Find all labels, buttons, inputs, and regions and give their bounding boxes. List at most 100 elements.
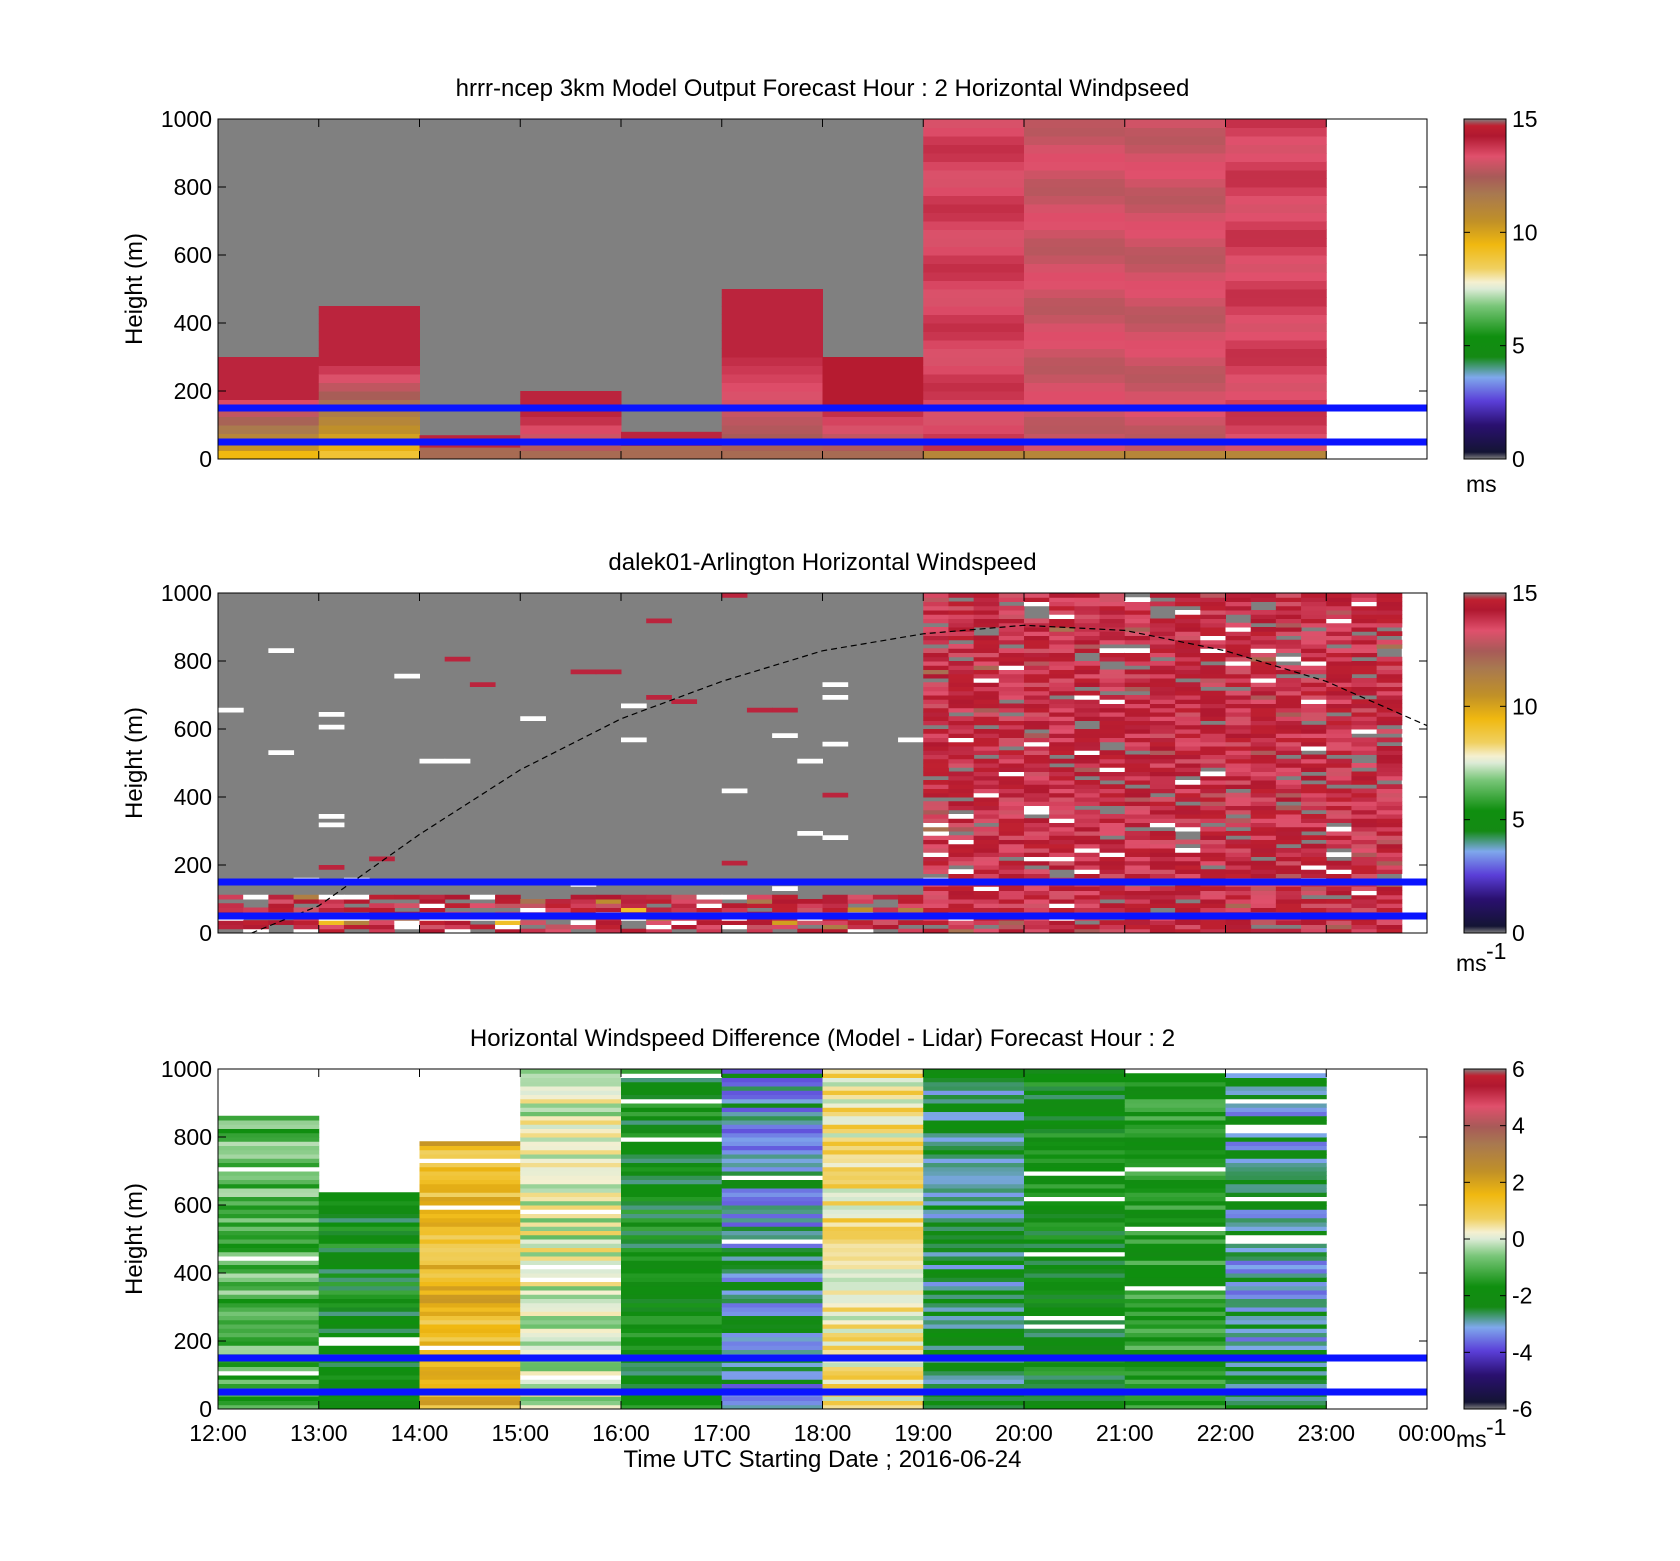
heatmap-cell — [1149, 869, 1176, 874]
heatmap-cell — [1024, 1273, 1126, 1278]
heatmap-cell — [1175, 852, 1201, 857]
heatmap-cell — [495, 899, 521, 904]
heatmap-cell — [721, 1268, 823, 1274]
heatmap-cell — [621, 1264, 723, 1270]
heatmap-cell — [1351, 843, 1378, 849]
heatmap-cell — [218, 1332, 320, 1338]
heatmap-cell — [973, 678, 1000, 683]
heatmap-cell — [1275, 758, 1302, 764]
heatmap-cell — [1225, 1302, 1327, 1308]
heatmap-cell — [1225, 1311, 1327, 1316]
heatmap-cell — [923, 631, 949, 636]
heatmap-cell — [419, 1196, 521, 1202]
heatmap-cell — [419, 1290, 521, 1295]
heatmap-cell — [1225, 1285, 1327, 1291]
heatmap-cell — [1376, 665, 1403, 670]
heatmap-cell — [1301, 797, 1327, 802]
heatmap-cell — [1250, 839, 1277, 845]
heatmap-cell — [1225, 212, 1327, 222]
heatmap-cell — [1124, 835, 1151, 840]
heatmap-cell — [1326, 920, 1352, 925]
heatmap-cell — [1275, 737, 1302, 743]
heatmap-cell — [621, 1200, 723, 1206]
heatmap-cell — [1225, 391, 1327, 400]
heatmap-cell — [1074, 699, 1101, 704]
heatmap-cell — [847, 924, 874, 930]
heatmap-cell — [923, 907, 949, 913]
heatmap-cell — [1275, 797, 1302, 802]
heatmap-cell — [1351, 792, 1378, 798]
heatmap-cell — [218, 1345, 320, 1350]
heatmap-cell — [621, 1341, 723, 1346]
heatmap-cell — [1175, 627, 1201, 632]
heatmap-cell — [1326, 792, 1352, 798]
heatmap-cell — [1250, 669, 1277, 675]
heatmap-cell — [1024, 1069, 1126, 1074]
heatmap-cell — [1225, 280, 1327, 290]
heatmap-cell — [520, 1111, 622, 1117]
heatmap-cell — [444, 928, 471, 934]
heatmap-cell — [1225, 797, 1252, 802]
heatmap-cell — [1124, 1086, 1226, 1091]
heatmap-cell — [1049, 899, 1075, 904]
heatmap-cell — [1225, 605, 1252, 611]
heatmap-cell — [1024, 792, 1050, 798]
panel-2: dalek01-Arlington Horizontal WindspeedHe… — [121, 549, 1538, 976]
heatmap-cell — [1250, 673, 1277, 679]
heatmap-cell — [923, 758, 949, 764]
heatmap-cell — [1124, 928, 1151, 934]
heatmap-cell — [419, 920, 446, 925]
heatmap-cell — [1376, 792, 1403, 798]
heatmap-cell — [1074, 792, 1101, 798]
heatmap-cell — [1326, 907, 1352, 913]
heatmap-cell — [923, 1090, 1025, 1095]
heatmap-cell — [570, 920, 597, 925]
heatmap-cell — [1200, 763, 1226, 768]
heatmap-cell — [520, 1298, 622, 1304]
heatmap-cell — [520, 1285, 622, 1291]
heatmap-cell — [1376, 848, 1403, 853]
heatmap-cell — [545, 924, 572, 930]
heatmap-cell — [973, 805, 1000, 811]
heatmap-cell — [1250, 894, 1277, 900]
heatmap-cell — [1049, 648, 1075, 653]
heatmap-cell — [1124, 652, 1151, 658]
x-tick-label: 21:00 — [1096, 1420, 1154, 1446]
heatmap-cell — [948, 771, 975, 777]
heatmap-cell — [721, 1341, 823, 1346]
heatmap-cell — [973, 601, 1000, 607]
y-tick-label: 200 — [174, 1328, 212, 1354]
heatmap-cell — [621, 1158, 723, 1163]
heatmap-cell — [1099, 695, 1126, 700]
heatmap-cell — [1149, 873, 1176, 879]
heatmap-cell — [218, 1171, 320, 1176]
heatmap-cell — [721, 1103, 823, 1108]
heatmap-cell — [1225, 357, 1327, 366]
heatmap-cell — [268, 907, 295, 913]
heatmap-cell — [218, 1230, 320, 1236]
heatmap-cell — [1225, 907, 1252, 913]
heatmap-cell — [822, 1090, 924, 1095]
heatmap-cell — [520, 899, 546, 904]
heatmap-cell — [822, 695, 849, 700]
heatmap-cell — [1225, 1336, 1327, 1342]
heatmap-cell — [923, 178, 1025, 188]
heatmap-cell — [923, 618, 949, 624]
heatmap-cell — [1250, 826, 1277, 832]
heatmap-cell — [1225, 1141, 1327, 1146]
heatmap-cell — [1074, 894, 1101, 900]
heatmap-cell — [1200, 614, 1226, 619]
heatmap-cell — [621, 1370, 723, 1376]
heatmap-cell — [520, 1234, 622, 1240]
heatmap-cell — [721, 289, 823, 298]
heatmap-cell — [419, 1226, 521, 1231]
heatmap-cell — [1024, 1098, 1126, 1104]
heatmap-cell — [1024, 1324, 1126, 1329]
heatmap-cell — [923, 780, 949, 785]
heatmap-cell — [1099, 767, 1126, 772]
heatmap-cell — [218, 1404, 320, 1410]
heatmap-cell — [1124, 614, 1151, 619]
heatmap-cell — [268, 750, 295, 755]
colorbar — [1463, 118, 1507, 460]
heatmap-cell — [621, 1098, 723, 1104]
